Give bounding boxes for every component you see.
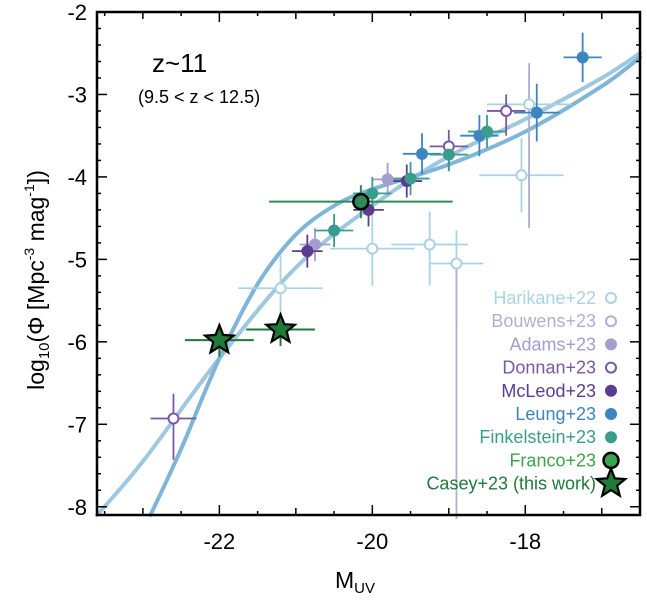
x-axis-title: MUV — [335, 567, 375, 597]
y-tick-label: -8 — [67, 495, 87, 520]
x-axis-title-sub: UV — [354, 580, 375, 597]
point-finkelstein-23-0 — [328, 224, 341, 237]
x-tick-label: -20 — [356, 529, 388, 554]
point-leung-23-2 — [530, 106, 543, 119]
point-harikane-22-5 — [523, 98, 536, 111]
point-casey-23-this-work--1 — [263, 311, 298, 345]
legend-label-2: Bouwens+23 — [491, 311, 596, 331]
legend-label-6: Leung+23 — [515, 404, 596, 424]
legend-marker-2 — [605, 315, 617, 328]
legend-label-9: Casey+23 (this work) — [426, 474, 596, 494]
redshift-label: z~11 — [152, 48, 207, 78]
legend-marker-9 — [593, 465, 629, 499]
y-axis-title-end: ]) — [23, 170, 49, 184]
point-donnan-23-0 — [167, 412, 180, 425]
y-axis-title-sub: 10 — [36, 342, 53, 359]
legend: Harikane+22 Bouwens+23 Adams+23 Donnan+23 Mc… — [426, 288, 629, 499]
point-finkelstein-23-3 — [442, 148, 455, 161]
point-finkelstein-23-1 — [366, 187, 379, 200]
data-points — [167, 51, 589, 425]
point-adams-23-1 — [381, 173, 394, 186]
point-finkelstein-23-4 — [481, 125, 494, 138]
y-axis-title-sup: -3 — [21, 248, 37, 261]
point-harikane-22-3 — [450, 257, 463, 270]
y-tick-label: -3 — [67, 82, 87, 107]
legend-marker-1 — [605, 292, 617, 304]
point-leung-23-3 — [576, 51, 589, 64]
point-finkelstein-23-2 — [404, 172, 417, 185]
x-tick-label: -18 — [509, 529, 541, 554]
legend-marker-6 — [605, 408, 617, 420]
point-franco-23-0 — [352, 192, 370, 211]
y-axis-title-mid2: mag — [23, 197, 49, 248]
x-tick-label: -22 — [203, 529, 235, 554]
point-harikane-22-2 — [423, 238, 436, 251]
plot-frame — [95, 10, 642, 517]
y-tick-label: -7 — [67, 412, 87, 437]
point-mcleod-23-0 — [301, 245, 314, 258]
legend-label-1: Harikane+22 — [493, 288, 596, 308]
y-axis-title-mid: (Φ [Mpc — [23, 260, 49, 342]
redshift-range-label: (9.5 < z < 12.5) — [138, 87, 260, 107]
legend-label-5: McLeod+23 — [501, 381, 596, 401]
legend-label-8: Franco+23 — [509, 450, 596, 470]
model-curve-2 — [148, 55, 642, 517]
point-leung-23-0 — [416, 147, 429, 160]
legend-label-3: Adams+23 — [509, 334, 596, 354]
x-axis-title-base: M — [335, 567, 354, 593]
point-adams-23-0 — [308, 238, 321, 251]
point-harikane-22-1 — [366, 242, 379, 255]
legend-marker-3 — [605, 338, 617, 351]
legend-marker-4 — [605, 361, 617, 374]
legend-marker-7 — [605, 431, 617, 444]
legend-label-4: Donnan+23 — [502, 358, 596, 378]
y-axis-title-pre: log — [23, 359, 49, 390]
y-axis-title-sup2: -1 — [21, 184, 37, 197]
y-tick-label: -6 — [67, 330, 87, 355]
y-axis-title: log10(Φ [Mpc-3 mag-1]) — [21, 170, 53, 390]
point-harikane-22-4 — [515, 169, 528, 182]
legend-label-7: Finkelstein+23 — [479, 427, 596, 447]
axes: -22 -20 -18 -8 -7 -6 -5 -4 -3 -2 — [67, 0, 642, 554]
point-harikane-22-0 — [274, 282, 287, 295]
legend-marker-5 — [605, 384, 617, 397]
y-tick-label: -4 — [67, 165, 87, 190]
point-donnan-23-2 — [500, 104, 513, 117]
point-casey-23-this-work--0 — [202, 322, 237, 355]
y-tick-label: -5 — [67, 247, 87, 272]
y-tick-label: -2 — [67, 0, 87, 25]
